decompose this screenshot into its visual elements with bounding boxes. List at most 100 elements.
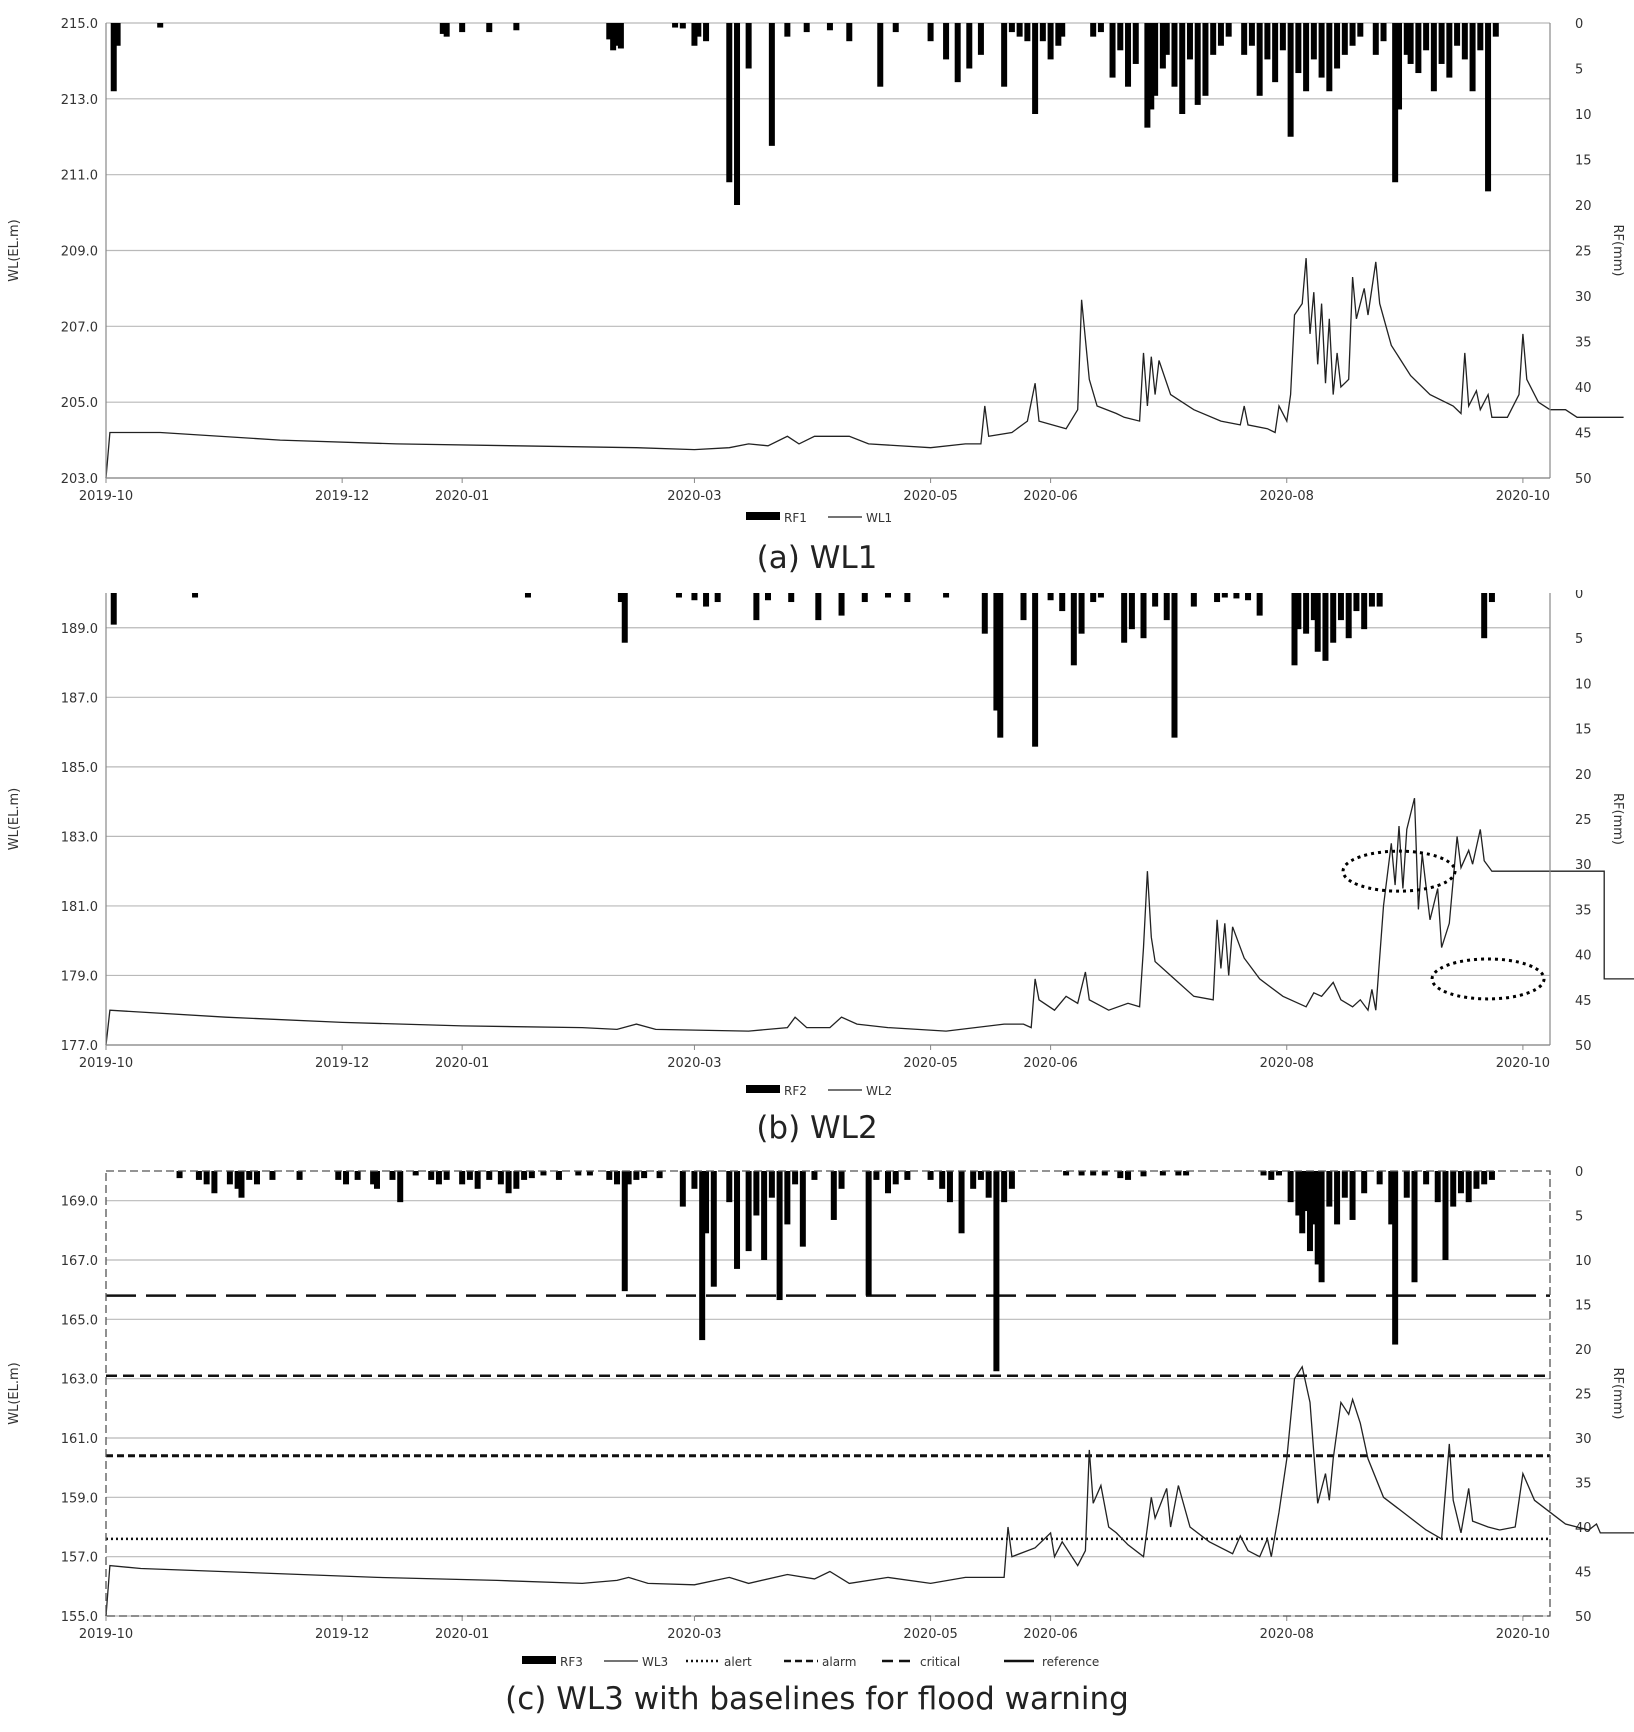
rainfall-bar	[195, 1171, 202, 1180]
rainfall-bar	[606, 23, 613, 40]
rainfall-bar	[1372, 23, 1379, 55]
rainfall-bar	[1314, 593, 1321, 652]
rainfall-bar	[745, 23, 752, 69]
rainfall-bar	[1140, 593, 1147, 639]
y2-tick-label: 30	[1575, 290, 1592, 305]
chart-caption: (b) WL2	[756, 1110, 878, 1146]
rainfall-bar	[633, 1171, 640, 1180]
rainfall-bar	[1217, 23, 1224, 46]
y2-axis-label: RF(mm)	[1610, 1368, 1625, 1420]
rainfall-bar	[203, 1171, 210, 1185]
rainfall-bar	[1326, 23, 1333, 92]
rainfall-bar	[226, 1171, 233, 1185]
rainfall-bar	[443, 23, 450, 37]
rainfall-bar	[1001, 23, 1008, 87]
rainfall-bar	[373, 1171, 380, 1189]
rainfall-bar	[1248, 23, 1255, 46]
y-tick-label: 179.0	[61, 969, 98, 984]
rainfall-bar	[606, 1171, 613, 1180]
rainfall-bar	[1063, 1171, 1070, 1176]
rainfall-bar	[625, 1171, 632, 1185]
rainfall-bar	[1310, 1171, 1317, 1225]
rainfall-bar	[528, 1171, 535, 1179]
y2-tick-label: 15	[1575, 154, 1592, 169]
rainfall-bar	[1179, 23, 1186, 114]
rainfall-bar	[1392, 1171, 1399, 1345]
rainfall-bar	[459, 23, 466, 33]
x-tick-label: 2020-10	[1496, 1056, 1550, 1071]
y-tick-label: 209.0	[61, 245, 98, 260]
y2-tick-label: 30	[1575, 1432, 1592, 1447]
rainfall-bar	[1202, 23, 1209, 96]
y-tick-label: 155.0	[61, 1610, 98, 1625]
rainfall-bar	[157, 23, 164, 28]
rainfall-bar	[110, 593, 117, 625]
rainfall-bar	[792, 1171, 799, 1185]
x-tick-label: 2019-10	[79, 1056, 133, 1071]
x-tick-label: 2019-10	[79, 489, 133, 504]
rainfall-bar	[1194, 23, 1201, 105]
water-level-line	[105, 1365, 1634, 1617]
y-tick-label: 189.0	[61, 622, 98, 637]
chart-wl2: 177.0 179.0 181.0 183.0 185.0 187.0 189.0 0 5 10 1…	[7, 590, 1634, 1098]
rainfall-bar	[621, 593, 628, 643]
rainfall-bar	[1097, 593, 1104, 598]
rainfall-bar	[110, 23, 117, 92]
rainfall-bar	[335, 1171, 342, 1180]
rainfall-bar	[238, 1171, 245, 1198]
rainfall-bar	[1334, 1171, 1341, 1225]
rainfall-bar	[830, 1171, 837, 1220]
rainfall-bar	[1090, 593, 1097, 603]
rainfall-bar	[679, 1171, 686, 1207]
rainfall-bar	[1190, 593, 1197, 607]
rainfall-bar	[997, 593, 1004, 738]
rainfall-bar	[1101, 1171, 1108, 1176]
rainfall-bar	[389, 1171, 396, 1180]
x-tick-label: 2020-06	[1023, 489, 1077, 504]
rainfall-bar	[1337, 593, 1344, 621]
rainfall-bar	[1469, 23, 1476, 92]
rainfall-bar	[1032, 23, 1039, 114]
rainfall-bar	[768, 1171, 775, 1198]
rainfall-bar	[1233, 593, 1240, 599]
legend-label: RF1	[784, 511, 807, 525]
rainfall-bar	[1214, 593, 1221, 603]
rainfall-bar	[1423, 1171, 1430, 1185]
rainfall-bar	[1357, 23, 1364, 37]
rainfall-bar	[1070, 593, 1077, 666]
x-tick-label: 2020-01	[435, 1056, 489, 1071]
rainfall-bar	[1430, 23, 1437, 92]
y2-tick-label: 35	[1575, 336, 1592, 351]
rainfall-bar	[811, 1171, 818, 1180]
rainfall-bar	[691, 23, 698, 46]
y-tick-label: 215.0	[61, 17, 98, 32]
rainfall-bar	[575, 1171, 582, 1176]
rainfall-bar	[1380, 23, 1387, 42]
rainfall-bar	[1163, 593, 1170, 621]
rainfall-bar	[211, 1171, 218, 1194]
rainfall-bar	[176, 1171, 183, 1179]
rainfall-bar	[555, 1171, 562, 1180]
legend-label: RF2	[784, 1084, 807, 1098]
legend-label: RF3	[560, 1655, 583, 1669]
rainfall-bar	[1059, 593, 1066, 612]
rainfall-bar	[1171, 23, 1178, 87]
rainfall-bar	[710, 1171, 717, 1287]
rainfall-bar	[753, 1171, 760, 1216]
rainfall-bar	[524, 593, 531, 598]
x-tick-label: 2020-05	[903, 489, 957, 504]
x-tick-label: 2020-05	[903, 1056, 957, 1071]
rainfall-bar	[703, 593, 710, 607]
rainfall-bar	[1318, 1171, 1325, 1283]
y2-tick-label: 0	[1575, 17, 1583, 32]
rainfall-bar	[253, 1171, 260, 1185]
rainfall-bar	[1310, 593, 1317, 621]
rainfall-bar	[776, 1171, 783, 1301]
rainfall-bar	[586, 1171, 593, 1176]
rainfall-bar	[1183, 1171, 1190, 1176]
rainfall-bar	[1349, 23, 1356, 46]
rainfall-bar	[815, 593, 822, 621]
y2-tick-label: 45	[1575, 427, 1592, 442]
chart-wl3: 155.0 157.0 159.0 161.0 163.0 165.0 167.0 169.0…	[7, 1165, 1634, 1669]
rainfall-bar	[993, 593, 1000, 711]
